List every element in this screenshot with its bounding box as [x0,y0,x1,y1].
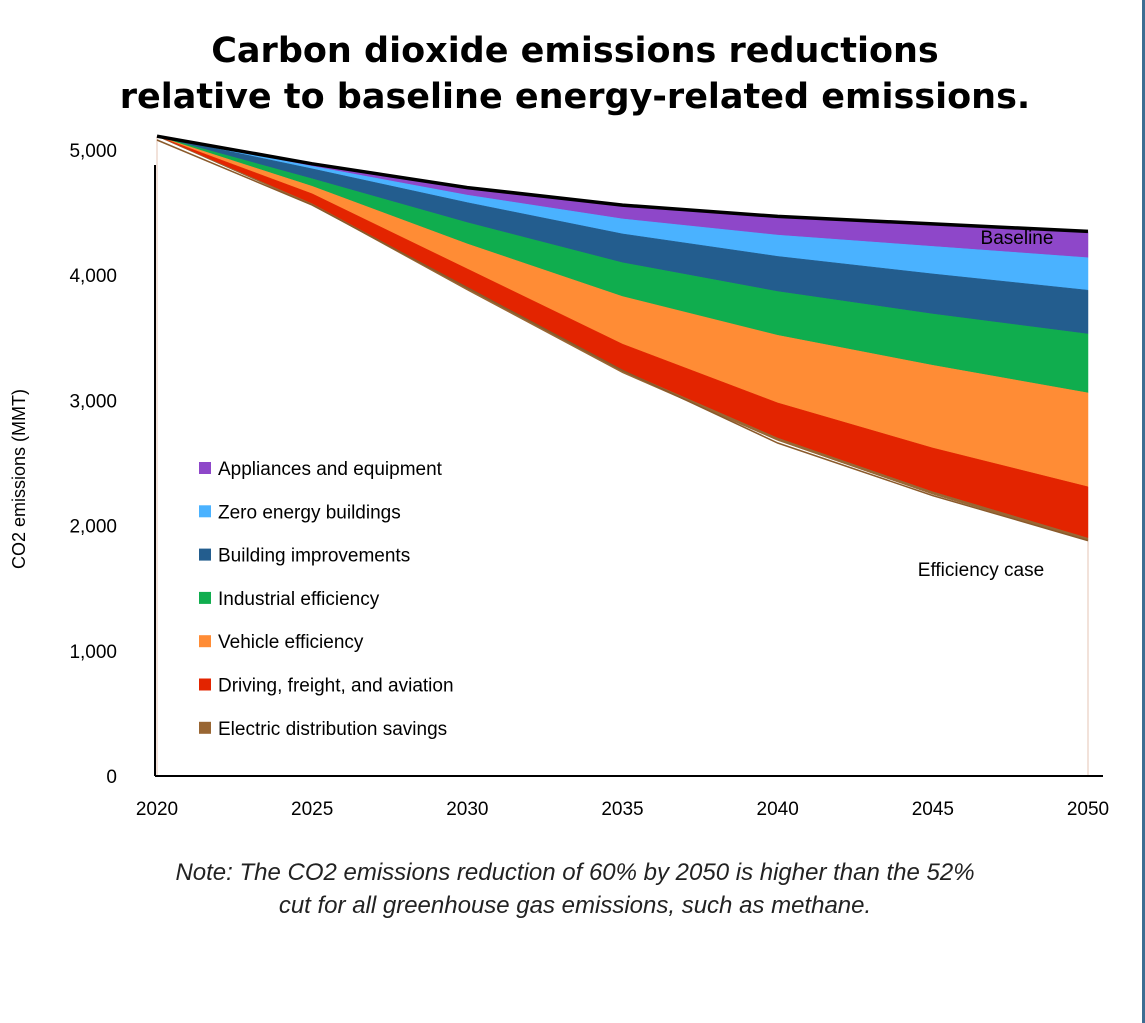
legend-swatch [199,635,211,648]
x-tick-label: 2030 [446,799,488,820]
baseline-line [156,134,1089,234]
chart-title-line-1: Carbon dioxide emissions reductions [211,31,939,71]
x-tick-label: 2025 [291,799,333,820]
x-tick-label: 2020 [136,799,178,820]
legend-label: Appliances and equipment [218,459,443,480]
legend-swatch [199,462,211,474]
chart-title: Carbon dioxide emissions reductions rela… [0,28,1145,120]
x-tick-label: 2035 [601,799,643,820]
legend-label: Industrial efficiency [218,589,380,610]
y-tick-label: 2,000 [69,517,117,538]
x-tick-label: 2040 [757,799,799,820]
legend-swatch [199,548,211,561]
legend-swatch [199,591,211,604]
y-tick-label: 1,000 [69,642,117,663]
note-line-1: Note: The CO2 emissions reduction of 60%… [175,859,975,886]
legend-label: Driving, freight, and aviation [218,676,454,697]
legend-label: Zero energy buildings [218,502,401,523]
y-tick-label: 5,000 [69,141,117,162]
legend-label: Vehicle efficiency [218,632,364,653]
y-tick-label: 0 [106,767,117,788]
legend-swatch [199,721,211,734]
x-tick-label: 2050 [1067,799,1109,820]
y-tick-label: 3,000 [69,391,117,412]
efficiency-case-line [156,139,1089,542]
efficiency-case-annotation: Efficiency case [918,560,1044,581]
legend-swatch [199,505,211,518]
y-tick-label: 4,000 [69,266,117,287]
legend-swatch [199,678,211,691]
baseline-annotation: Baseline [981,228,1054,249]
page-edge-decoration [1142,0,1145,1023]
chart-note: Note: The CO2 emissions reduction of 60%… [0,856,1145,922]
x-tick-label: 2045 [912,799,954,820]
legend-label: Building improvements [218,546,410,567]
legend-label: Electric distribution savings [218,719,447,740]
chart-title-line-2: relative to baseline energy-related emis… [119,77,1031,117]
note-line-2: cut for all greenhouse gas emissions, su… [278,892,872,919]
y-axis-label: CO2 emissions (MMT) [9,389,29,569]
